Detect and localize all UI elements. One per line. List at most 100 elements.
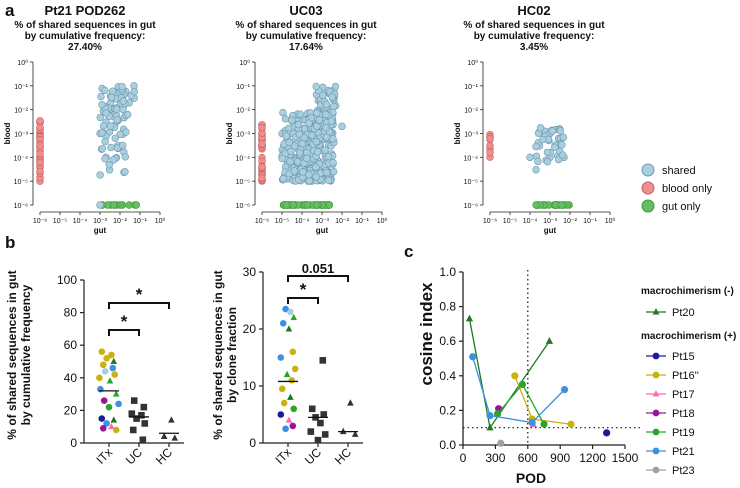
shared-point (322, 168, 331, 177)
shared-point (308, 131, 316, 140)
y-tick-label: 20 (64, 403, 78, 417)
shared-point (312, 163, 320, 171)
legend-label-pt16: Pt16'' (672, 370, 699, 382)
shared-point (322, 133, 331, 142)
data-point-itx (285, 325, 293, 332)
significance-label: * (136, 285, 143, 304)
scatter-plot-pt21: Pt21 POD262 % of shared sequences in gut… (3, 3, 165, 235)
y-tick-label: 10⁰ (239, 59, 250, 67)
blood-only-point (36, 117, 44, 125)
plot-title-line2: by cumulative frequency: (25, 31, 146, 42)
y-tick-label: 10 (243, 379, 257, 393)
series-point-pt16 (511, 372, 519, 380)
y-tick-label: 10⁻⁶ (236, 203, 250, 210)
shared-point (293, 158, 302, 166)
data-point-uc (139, 436, 147, 444)
data-point-uc (128, 410, 136, 417)
data-point-itx (101, 367, 109, 375)
series-line-pt21 (472, 356, 565, 424)
legend-shared-marker (641, 163, 655, 177)
x-tick-label: 1500 (612, 451, 639, 465)
data-point-uc (320, 411, 328, 418)
legend-pos-title: macrochimerism (+) (641, 331, 736, 342)
shared-point (322, 110, 330, 119)
x-tick-label-itx: ITx (272, 445, 294, 467)
shared-point (281, 115, 290, 123)
series-point-pt21 (560, 386, 569, 394)
blood-only-point (258, 140, 266, 148)
legend-blood-only-label: blood only (662, 183, 713, 195)
significance-bracket (287, 275, 349, 282)
y-tick-label: 10⁰ (467, 59, 478, 67)
x-tick-label: 10⁻⁵ (53, 218, 67, 225)
data-point-uc (133, 415, 140, 422)
y-tick-label: 0.6 (439, 334, 456, 348)
y-tick-label: 1.0 (439, 265, 456, 279)
shared-point (119, 141, 127, 150)
y-tick-label: 10⁻⁵ (236, 179, 250, 186)
shared-point (121, 168, 129, 176)
blood-only-point (486, 135, 494, 143)
blood-only-point (36, 167, 44, 176)
x-tick-label: 10⁻² (335, 218, 349, 225)
plot-title-line1: % of shared sequences in gut (463, 20, 605, 31)
x-axis-label: gut (544, 226, 557, 235)
shared-point (96, 201, 104, 209)
shared-point (313, 122, 321, 130)
y-axis-label-line2: by clone fraction (225, 307, 239, 403)
y-tick-label: 0 (249, 436, 256, 450)
legend-label-pt23: Pt23 (672, 465, 695, 477)
data-point-hc (339, 427, 347, 435)
shared-point (111, 134, 119, 142)
data-point-itx (111, 371, 119, 378)
data-point-itx (278, 385, 286, 393)
data-point-itx (109, 364, 117, 372)
y-axis-label: cosine index (417, 282, 436, 386)
data-point-itx (277, 411, 285, 418)
data-point-itx (98, 348, 106, 356)
x-tick-label: 10⁻² (563, 218, 577, 225)
shared-point (105, 161, 114, 169)
shared-point (96, 171, 104, 179)
data-point-itx (291, 365, 299, 373)
x-tick-label: 10⁰ (605, 217, 616, 225)
data-point-itx (282, 305, 289, 313)
x-tick-label: 10⁻⁴ (523, 218, 538, 225)
y-tick-label: 10⁻³ (236, 132, 250, 139)
x-tick-label: 10⁰ (155, 217, 166, 225)
legend-label-pt17: Pt17 (672, 389, 695, 401)
shared-point (96, 113, 104, 122)
data-point-itx (115, 400, 122, 408)
y-tick-label: 0 (70, 436, 77, 450)
plot-title-name: Pt21 POD262 (45, 3, 126, 18)
plot-title-line2: by cumulative frequency: (474, 31, 595, 42)
x-tick-label: 300 (485, 451, 505, 465)
shared-point (290, 167, 299, 175)
data-point-itx (289, 422, 297, 430)
x-tick-label: 10⁻⁴ (73, 218, 88, 225)
data-point-itx (106, 377, 114, 384)
y-tick-label: 10⁻² (464, 108, 478, 115)
shared-point (338, 122, 346, 131)
shared-point (296, 110, 305, 118)
x-tick-label-uc: UC (302, 445, 324, 467)
gut-only-point (325, 201, 334, 209)
shared-point (312, 137, 320, 146)
data-point-uc (307, 428, 315, 435)
shared-point (107, 93, 116, 102)
shared-point (294, 120, 302, 129)
shared-point (109, 156, 117, 164)
data-point-itx (100, 397, 108, 404)
legend-label-pt20: Pt20 (672, 307, 695, 319)
shared-point (327, 117, 336, 125)
x-tick-label: 1200 (579, 451, 606, 465)
shared-point (116, 130, 124, 138)
y-axis-label-line1: % of shared sequences in gut (211, 270, 225, 439)
shared-point (101, 155, 109, 163)
legend-marker-pt17 (652, 390, 660, 397)
data-point-itx (110, 357, 118, 364)
x-tick-label: 0 (460, 451, 467, 465)
gut-only-point (532, 201, 540, 209)
x-tick-label: 10⁻⁶ (33, 218, 47, 225)
data-point-itx (112, 390, 120, 397)
